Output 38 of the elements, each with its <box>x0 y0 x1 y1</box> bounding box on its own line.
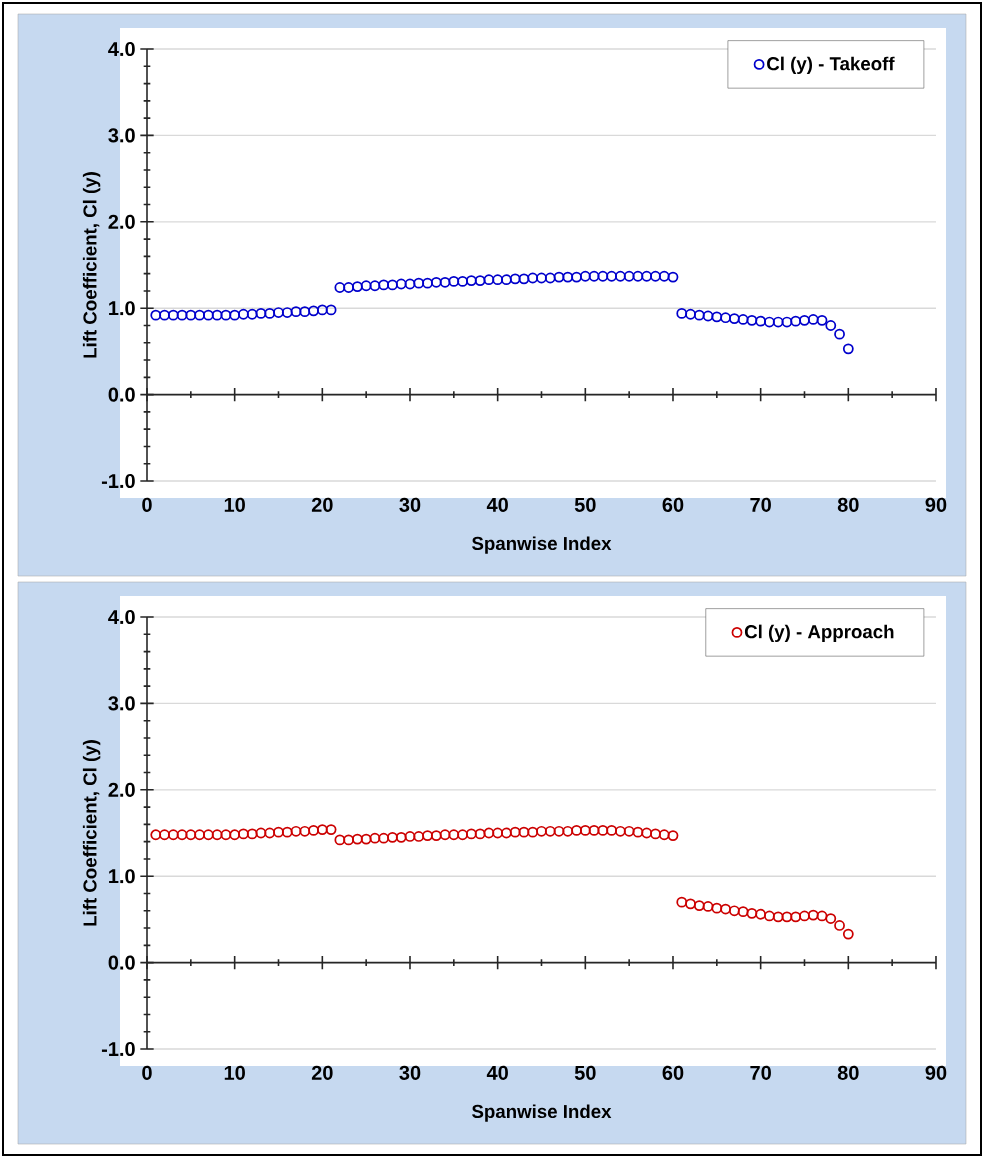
legend-label: Cl (y) - Takeoff <box>767 56 895 75</box>
x-tick-label: 40 <box>486 497 508 512</box>
x-tick-label: 60 <box>662 1065 684 1080</box>
x-axis-title: Spanwise Index <box>472 1104 612 1122</box>
y-tick-label: -1.0 <box>101 473 135 489</box>
x-tick-label: 50 <box>574 497 596 512</box>
x-tick-label: 90 <box>925 1065 947 1080</box>
y-tick-label: -1.0 <box>101 1041 135 1057</box>
x-tick-label: 80 <box>837 1065 859 1080</box>
x-tick-label: 20 <box>311 1065 333 1080</box>
x-tick-label: 0 <box>142 1065 152 1080</box>
y-tick-label: 4.0 <box>108 609 135 625</box>
x-tick-label: 10 <box>224 497 245 512</box>
y-tick-label: 2.0 <box>108 782 135 797</box>
x-tick-label: 10 <box>224 1065 245 1080</box>
y-tick-label: 1.0 <box>109 869 135 884</box>
x-tick-label: 50 <box>574 1065 596 1080</box>
y-tick-label: 3.0 <box>108 696 135 711</box>
y-tick-label: 0.0 <box>108 955 135 970</box>
y-axis-title: Lift Coefficient, Cl (y) <box>82 740 101 926</box>
x-tick-label: 0 <box>142 497 152 512</box>
x-tick-label: 20 <box>311 497 333 512</box>
x-tick-label: 60 <box>662 497 684 512</box>
x-tick-label: 90 <box>925 497 947 512</box>
y-tick-label: 0.0 <box>108 387 135 402</box>
x-tick-label: 70 <box>750 497 771 512</box>
y-axis-title: Lift Coefficient, Cl (y) <box>82 172 101 358</box>
x-tick-label: 40 <box>486 1065 508 1080</box>
y-tick-label: 3.0 <box>108 128 135 143</box>
x-tick-label: 30 <box>399 1065 421 1080</box>
legend-label: Cl (y) - Approach <box>744 624 894 643</box>
x-tick-label: 80 <box>837 497 859 512</box>
y-tick-label: 1.0 <box>109 301 135 316</box>
y-tick-label: 2.0 <box>108 214 135 229</box>
x-tick-label: 30 <box>399 497 421 512</box>
x-tick-label: 70 <box>750 1065 771 1080</box>
x-axis-title: Spanwise Index <box>472 536 612 554</box>
y-tick-label: 4.0 <box>108 41 135 57</box>
